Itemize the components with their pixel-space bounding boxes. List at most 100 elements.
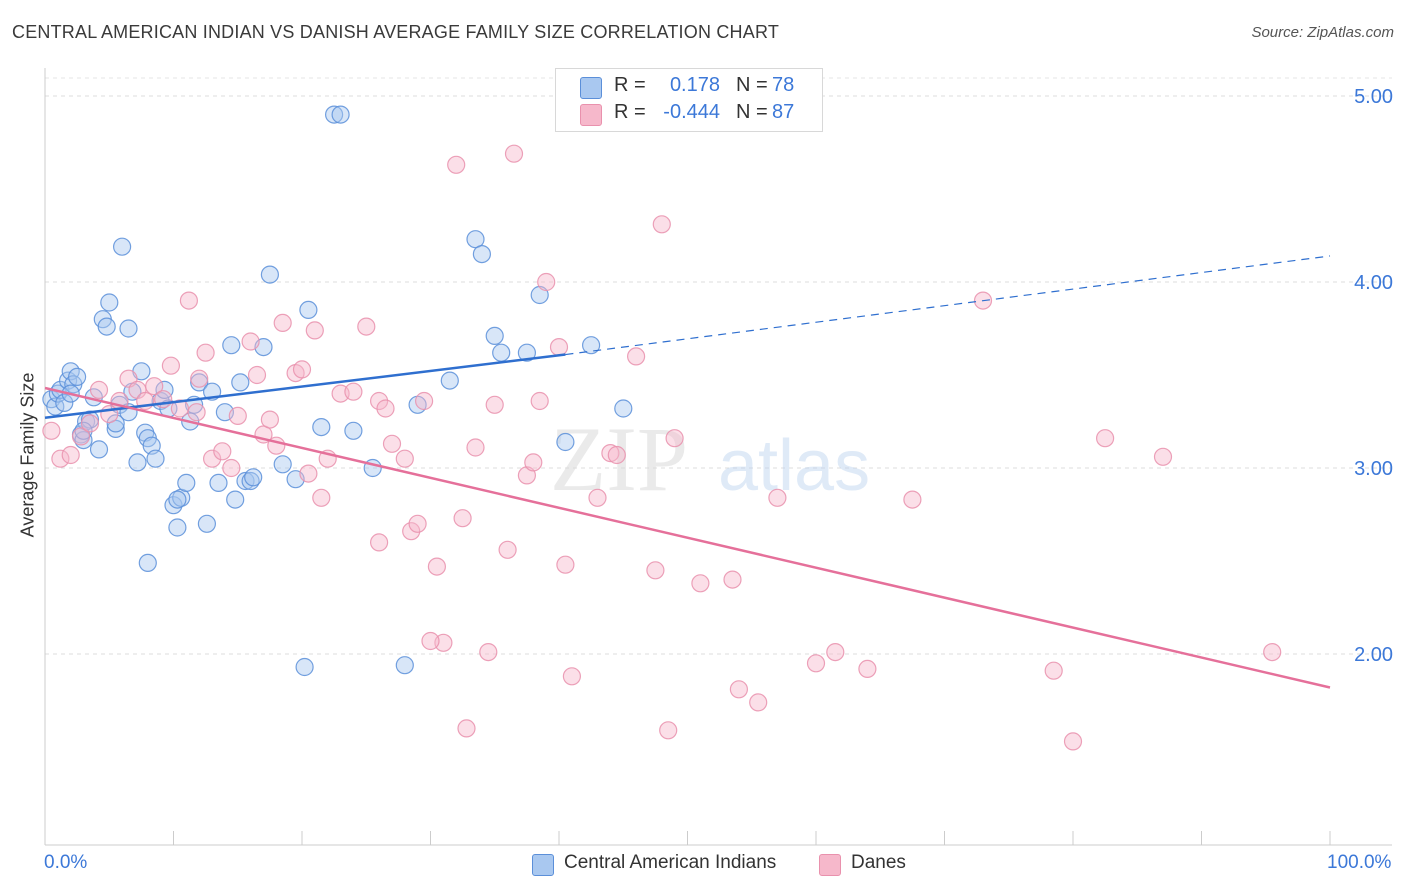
data-point	[581, 336, 601, 355]
data-point	[903, 490, 922, 509]
data-point	[485, 395, 504, 414]
watermark-atlas: atlas	[718, 426, 870, 506]
data-point	[556, 432, 575, 452]
data-point	[370, 391, 389, 411]
data-point	[601, 444, 620, 463]
data-point	[325, 105, 344, 124]
data-point	[119, 319, 138, 338]
data-point	[55, 393, 74, 412]
data-point	[67, 367, 87, 386]
data-point	[1095, 429, 1115, 448]
data-point	[457, 719, 476, 738]
data-point	[1063, 732, 1083, 751]
data-point	[247, 365, 267, 385]
data-point	[292, 360, 312, 379]
data-point	[226, 490, 245, 509]
data-point	[295, 657, 314, 677]
data-point	[562, 667, 582, 686]
data-point	[51, 449, 70, 468]
data-point	[1044, 661, 1063, 680]
data-point	[312, 418, 331, 437]
bottom-legend-swatch-pink	[819, 854, 841, 876]
data-point	[466, 438, 485, 457]
data-point	[479, 642, 498, 662]
data-point	[646, 561, 665, 580]
data-point	[607, 445, 626, 465]
data-point	[826, 642, 845, 662]
data-point	[299, 464, 318, 483]
data-point	[196, 343, 215, 362]
x-axis-min-label: 0.0%	[44, 852, 88, 873]
data-point	[652, 215, 671, 234]
bottom-legend-label: Danes	[851, 852, 906, 873]
y-tick-label: 4.00	[1354, 272, 1393, 294]
r-value: -0.444	[663, 101, 720, 123]
bottom-legend-swatch-blue	[532, 854, 554, 876]
data-point	[241, 332, 260, 351]
data-point	[222, 458, 241, 478]
data-point	[556, 555, 575, 574]
axes	[44, 68, 1392, 846]
data-point	[806, 654, 826, 673]
data-point	[395, 656, 414, 675]
data-point	[858, 659, 877, 679]
stats-legend: R = 0.178 N = 78 R = -0.444 N = 87	[555, 68, 823, 132]
data-point	[768, 488, 787, 507]
x-axis-max-label: 100.0%	[1327, 852, 1392, 873]
data-point	[1263, 642, 1282, 662]
y-tick-label: 5.00	[1354, 86, 1393, 108]
data-point	[344, 382, 363, 401]
data-point	[331, 105, 350, 124]
data-point	[530, 391, 549, 411]
data-point	[691, 574, 710, 593]
data-point	[395, 449, 414, 468]
data-point	[370, 533, 389, 552]
data-point	[749, 693, 768, 712]
data-point	[273, 455, 292, 474]
data-point	[187, 403, 206, 422]
data-point	[626, 347, 646, 366]
data-point	[299, 300, 318, 319]
data-point	[112, 237, 132, 256]
data-point	[1153, 447, 1173, 466]
data-point	[222, 336, 241, 355]
data-point	[145, 377, 164, 396]
data-point	[472, 245, 491, 264]
y-tick-label: 3.00	[1354, 458, 1393, 480]
data-point	[273, 313, 292, 332]
data-point	[71, 427, 91, 446]
data-point	[97, 317, 116, 336]
data-point	[659, 721, 678, 740]
grid-lines	[45, 77, 1392, 655]
data-point	[524, 453, 543, 472]
data-point	[89, 440, 109, 459]
n-value: 78	[772, 74, 795, 96]
data-point	[179, 291, 198, 310]
data-point	[106, 414, 125, 433]
data-point	[440, 371, 459, 390]
trend-line-danes	[44, 386, 1331, 689]
data-point	[421, 631, 440, 651]
data-point	[344, 421, 363, 440]
data-point	[517, 343, 537, 362]
data-point	[260, 410, 279, 429]
data-point	[504, 144, 524, 163]
y-tick-label: 2.00	[1354, 644, 1393, 666]
data-point	[498, 540, 517, 559]
data-point	[447, 155, 466, 174]
data-point	[665, 429, 684, 448]
data-point	[61, 445, 80, 465]
data-point	[485, 326, 504, 345]
watermark-zip: ZIP	[550, 408, 688, 510]
r-label: R =	[614, 74, 646, 96]
data-point	[197, 514, 216, 533]
data-point	[138, 553, 157, 573]
data-point	[427, 557, 446, 576]
data-point	[260, 265, 279, 284]
watermark: ZIP atlas	[550, 408, 870, 510]
y-tick-labels: 2.00 3.00 4.00 5.00	[1354, 86, 1393, 666]
data-point	[213, 442, 232, 461]
data-point	[537, 272, 556, 292]
bottom-legend-label: Central American Indians	[564, 852, 777, 873]
